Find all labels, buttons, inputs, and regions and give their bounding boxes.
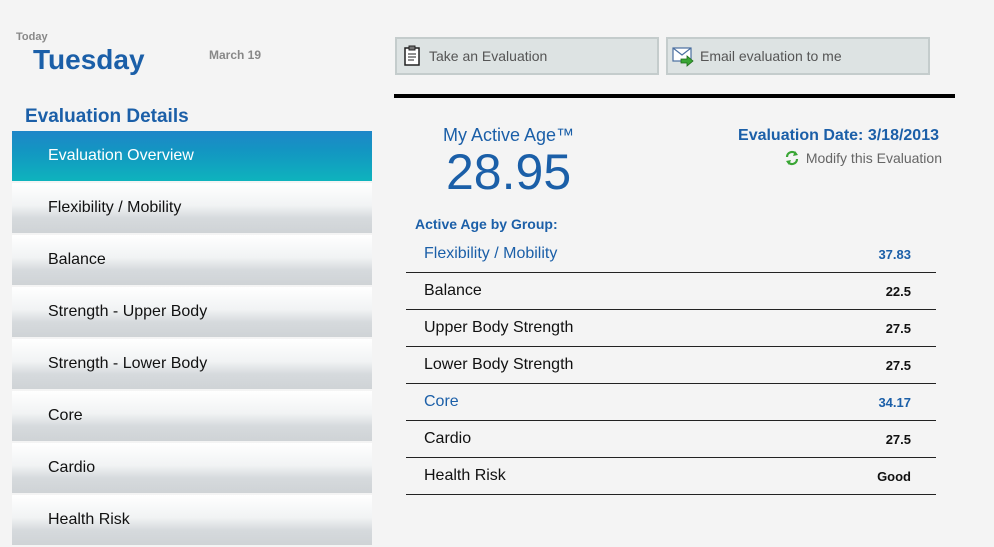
modify-evaluation-label: Modify this Evaluation [805, 150, 942, 166]
table-row: Flexibility / Mobility 37.83 [406, 236, 936, 273]
today-label: Today [16, 31, 48, 43]
group-value: 27.5 [885, 357, 911, 373]
group-name: Cardio [424, 430, 472, 447]
sidebar-item-label: Flexibility / Mobility [48, 199, 182, 216]
sidebar-item-health-risk[interactable]: Health Risk [12, 495, 372, 545]
table-row: Cardio 27.5 [406, 421, 936, 458]
group-name: Balance [424, 282, 482, 299]
active-age-groups-table: Flexibility / Mobility 37.83 Balance 22.5 … [406, 236, 936, 495]
sidebar-item-cardio[interactable]: Cardio [12, 443, 372, 493]
group-name: Upper Body Strength [424, 319, 574, 336]
table-row: Lower Body Strength 27.5 [406, 347, 936, 384]
group-name: Health Risk [424, 467, 506, 484]
group-value: 27.5 [885, 320, 911, 336]
group-value: Good [877, 468, 911, 484]
sidebar-item-core[interactable]: Core [12, 391, 372, 441]
modify-evaluation-link[interactable]: Modify this Evaluation [784, 150, 942, 166]
group-value: 34.17 [878, 394, 911, 410]
email-icon [672, 45, 694, 67]
sidebar-item-flexibility-mobility[interactable]: Flexibility / Mobility [12, 183, 372, 233]
day-name: Tuesday [33, 44, 145, 75]
sidebar-item-label: Cardio [48, 459, 96, 476]
evaluation-date: Evaluation Date: 3/18/2013 [738, 127, 939, 144]
sidebar-nav: Evaluation Overview Flexibility / Mobili… [12, 131, 372, 547]
active-age-title: My Active Age™ [443, 125, 575, 145]
date-label: March 19 [209, 48, 262, 62]
table-row: Core 34.17 [406, 384, 936, 421]
group-name: Flexibility / Mobility [424, 245, 558, 262]
active-age-value: 28.95 [446, 144, 572, 200]
sidebar-item-label: Strength - Lower Body [48, 355, 208, 372]
sidebar-item-strength-lower-body[interactable]: Strength - Lower Body [12, 339, 372, 389]
group-title: Active Age by Group: [415, 216, 558, 232]
group-name: Lower Body Strength [424, 356, 574, 373]
email-evaluation-button[interactable]: Email evaluation to me [666, 37, 930, 75]
sidebar-item-label: Core [48, 407, 83, 424]
sidebar-item-evaluation-overview[interactable]: Evaluation Overview [12, 131, 372, 181]
sidebar-title: Evaluation Details [25, 106, 189, 127]
refresh-icon [785, 150, 798, 166]
sidebar-item-label: Health Risk [48, 511, 130, 528]
table-row: Upper Body Strength 27.5 [406, 310, 936, 347]
clipboard-icon [401, 45, 423, 67]
sidebar-item-strength-upper-body[interactable]: Strength - Upper Body [12, 287, 372, 337]
sidebar-item-balance[interactable]: Balance [12, 235, 372, 285]
sidebar-item-label: Balance [48, 251, 106, 268]
group-name: Core [424, 393, 459, 410]
table-row: Health Risk Good [406, 458, 936, 495]
sidebar-item-label: Evaluation Overview [48, 147, 194, 164]
group-value: 22.5 [885, 283, 911, 299]
take-evaluation-button[interactable]: Take an Evaluation [395, 37, 659, 75]
sidebar-item-label: Strength - Upper Body [48, 303, 208, 320]
group-value: 37.83 [878, 246, 911, 262]
header-divider [394, 94, 955, 98]
take-evaluation-label: Take an Evaluation [429, 48, 548, 64]
email-evaluation-label: Email evaluation to me [700, 48, 842, 64]
group-value: 27.5 [885, 431, 911, 447]
table-row: Balance 22.5 [406, 273, 936, 310]
